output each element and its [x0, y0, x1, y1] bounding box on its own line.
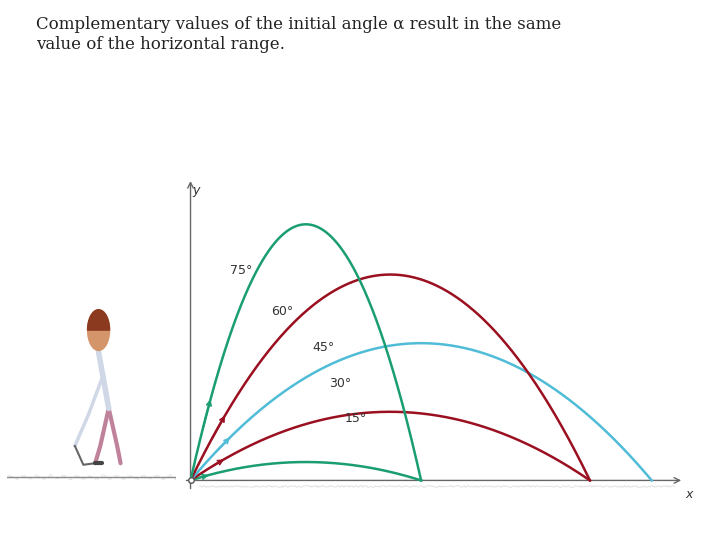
- Circle shape: [88, 310, 109, 350]
- Text: x: x: [685, 488, 693, 501]
- Text: y: y: [192, 184, 199, 197]
- Text: 75°: 75°: [230, 264, 252, 277]
- Text: 15°: 15°: [345, 413, 367, 426]
- Text: Complementary values of the initial angle α result in the same
value of the hori: Complementary values of the initial angl…: [36, 16, 562, 53]
- Text: 60°: 60°: [271, 305, 294, 318]
- Text: 45°: 45°: [312, 341, 335, 354]
- Wedge shape: [88, 310, 109, 330]
- Text: 30°: 30°: [329, 376, 351, 389]
